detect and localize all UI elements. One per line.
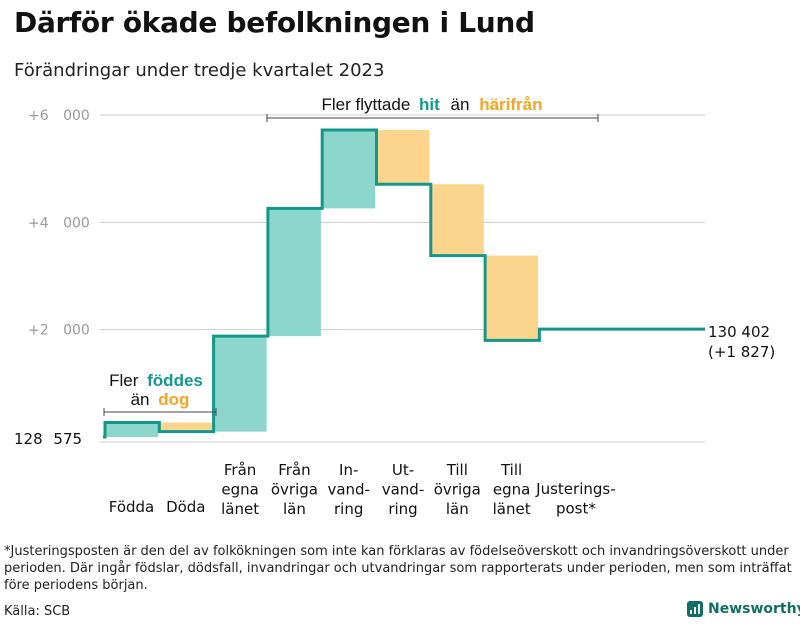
left-annotation-line2: än dog [131,390,190,409]
x-category-label: Till [500,461,522,479]
y-tick-label: +2 000 [28,323,90,339]
footnote: *Justeringsposten är den del av folkökni… [4,544,792,593]
top-annotation-mid: än [451,95,470,114]
category-labels: Födda DödaFrånegnalänetFrånövrigalänIn-va… [109,461,616,518]
source-label: Källa: SCB [4,604,71,619]
x-category-label: länet [221,500,259,518]
top-annotation-orange: härifrån [479,95,542,114]
x-category-label: länet [493,500,531,518]
y-tick-label: +6 000 [28,108,90,124]
x-category-label: län [446,500,469,518]
x-category-label: Från [278,461,310,479]
x-category-label: övriga [434,481,481,499]
gridlines: +2 000 +4 000 +6 000 [28,108,705,443]
x-category-label: Döda [166,498,205,516]
top-annotation-teal: hit [419,95,440,114]
x-category-label: egna [221,481,258,499]
bar-chart-icon [687,601,703,617]
left-annotation-prefix: Fler [109,371,139,390]
x-category-label: vand- [327,481,370,499]
y-tick-label: +4 000 [28,215,90,231]
left-annotation-teal: föddes [147,371,203,390]
x-category-label: län [283,500,306,518]
bar-frånövrigalän [267,208,321,337]
x-category-label: vand- [382,481,425,499]
x-category-label: In- [339,461,358,479]
step-line-layer [103,128,705,439]
bar-födda [105,422,158,437]
top-annotation-prefix: Fler flyttade [321,95,410,114]
bar-tillegnalänet [485,255,539,341]
brand-logo: Newsworthy [687,601,800,617]
left-annotation-prefix2: än [131,390,150,409]
start-value-label: 128 575 [14,430,82,448]
x-category-label: Från [224,461,256,479]
x-category-label: ring [388,500,417,518]
left-annotation-orange: dog [158,390,189,409]
waterfall-chart: +2 000+4 000+6 000 Födda DödaFrånegnaläne… [14,95,775,518]
step-line [103,128,705,439]
bar-frånegnalänet [213,336,267,432]
chart-subtitle: Förändringar under tredje kvartalet 2023 [14,60,385,81]
x-category-label: Ut- [392,461,414,479]
x-category-label: Justerings- [535,480,615,498]
chart-title: Därför ökade befolkningen i Lund [14,6,535,39]
bar-utvandring [376,130,430,185]
x-category-label: egna [493,481,530,499]
end-value-label: 130 402 [708,323,770,341]
bar-tillövrigalän [430,184,484,256]
top-annotation: Fler flyttade hit än härifrån [321,95,542,114]
x-category-label: post* [556,500,596,518]
bar-invandring [322,130,376,209]
end-change-label: (+1 827) [708,343,775,361]
x-category-label: Till [446,461,468,479]
bars [105,130,539,437]
x-category-label: ring [334,500,363,518]
x-category-label: Födda [109,498,155,516]
bar-döda [159,422,213,432]
left-annotation-line1: Fler föddes [109,371,203,390]
x-category-label: övriga [271,481,318,499]
brand-name: Newsworthy [708,601,800,617]
